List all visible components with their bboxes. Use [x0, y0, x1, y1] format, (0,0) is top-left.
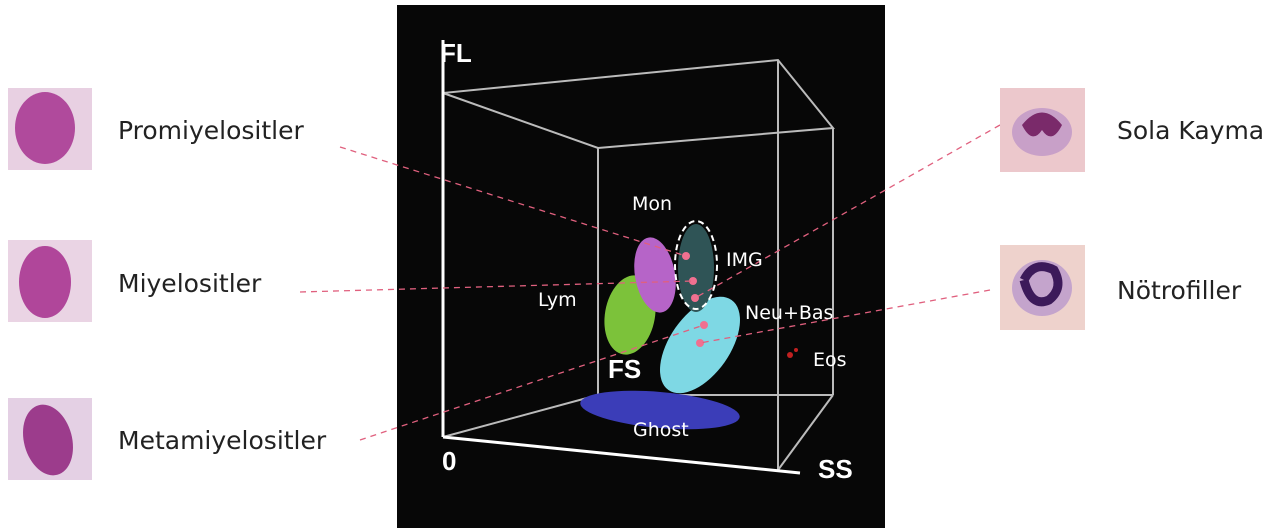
cluster-label: Mon	[632, 193, 672, 215]
axis-label: 0	[442, 446, 456, 476]
cell-label: Sola Kayma	[1117, 116, 1264, 145]
mon-cluster	[634, 237, 676, 313]
img-outline	[674, 220, 718, 310]
axis-label: FS	[608, 354, 641, 384]
cell-label: Promiyelositler	[118, 116, 304, 145]
clusters	[580, 220, 798, 430]
ghost-cluster	[580, 390, 740, 430]
marker-dot	[682, 252, 690, 260]
axis-label: SS	[818, 454, 853, 484]
axis-label: FL	[440, 38, 472, 68]
wireframe-box	[441, 40, 835, 475]
cluster-label: IMG	[726, 249, 763, 271]
cluster-label: Neu+Bas	[745, 302, 833, 324]
cluster-label: Ghost	[633, 419, 689, 441]
cell-label: Nötrofiller	[1117, 276, 1242, 305]
cluster-label: Lym	[538, 289, 577, 311]
eos-points	[787, 352, 793, 358]
marker-dot	[700, 321, 708, 329]
marker-dot	[689, 277, 697, 285]
cell-label: Miyelositler	[118, 269, 262, 298]
eos-points	[794, 348, 798, 352]
cell-label: Metamiyelositler	[118, 426, 327, 455]
img-cluster	[678, 224, 714, 312]
marker-dot	[696, 339, 704, 347]
marker-dot	[691, 294, 699, 302]
cluster-label: Eos	[813, 349, 847, 371]
connector-lines	[299, 124, 1001, 441]
cell-images	[8, 88, 1085, 480]
